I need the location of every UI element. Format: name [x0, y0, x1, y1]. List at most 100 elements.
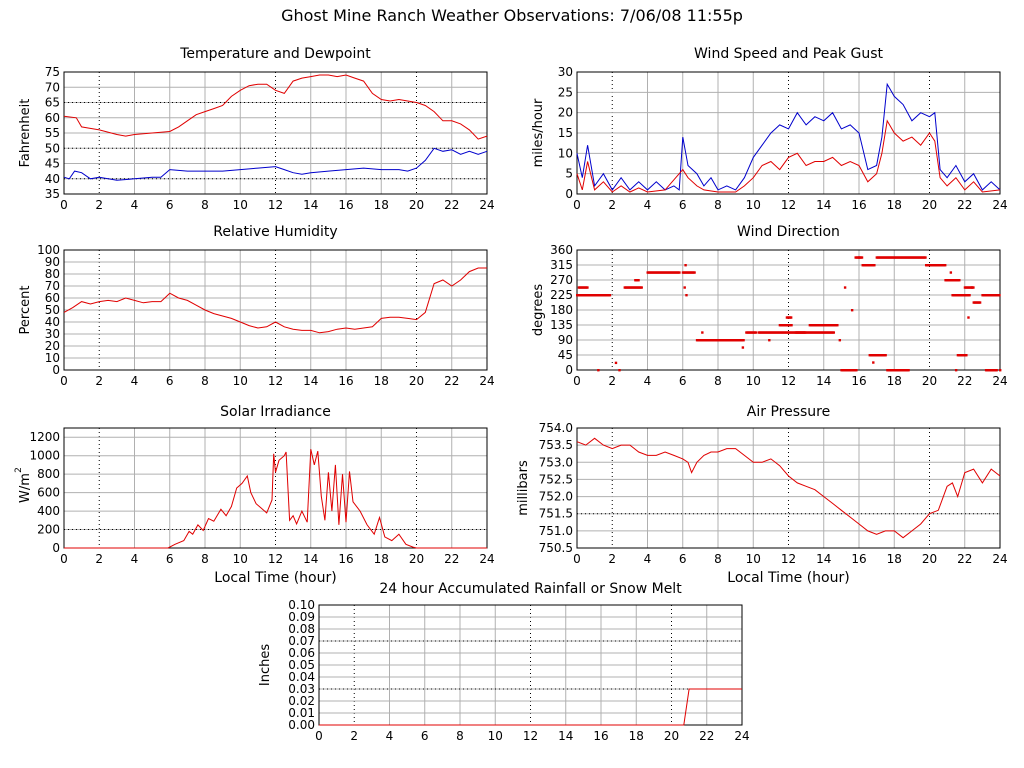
rain-y-tick-label: 0.06 — [288, 646, 315, 660]
press-x-tick-label: 22 — [957, 552, 972, 566]
rh-x-tick-label: 16 — [338, 374, 353, 388]
wind-x-tick-label: 16 — [851, 198, 866, 212]
rain-x-tick-label: 4 — [386, 729, 394, 743]
solar-title: Solar Irradiance — [220, 404, 331, 420]
wdir-point — [693, 271, 696, 274]
wdir-y-tick-label: 180 — [550, 303, 573, 317]
temp-x-tick-label: 4 — [131, 198, 139, 212]
rh-x-tick-label: 18 — [374, 374, 389, 388]
press-x-tick-label: 24 — [992, 552, 1007, 566]
wdir-y-tick-label: 360 — [550, 243, 573, 257]
rain-x-tick-label: 12 — [523, 729, 538, 743]
wind-y-tick-label: 30 — [558, 65, 573, 79]
wdir-point — [701, 331, 704, 334]
temp-x-tick-label: 14 — [303, 198, 318, 212]
solar-y-tick-label: 600 — [37, 486, 60, 500]
wind-x-tick-label: 6 — [679, 198, 687, 212]
wind-x-tick-label: 22 — [957, 198, 972, 212]
temp-title: Temperature and Dewpoint — [179, 46, 371, 62]
rh-x-tick-label: 8 — [201, 374, 209, 388]
wdir-x-tick-label: 10 — [746, 374, 761, 388]
wdir-point — [949, 271, 953, 274]
rain-y-tick-label: 0.04 — [288, 670, 315, 684]
wind-x-tick-label: 10 — [746, 198, 761, 212]
wdir-x-tick-label: 24 — [992, 374, 1007, 388]
wind-plot-frame — [576, 71, 1001, 195]
rh-y-tick-label: 0 — [52, 363, 60, 377]
temp-y-tick-label: 65 — [45, 96, 60, 110]
temp-y-tick-label: 40 — [45, 172, 60, 186]
wdir-point — [958, 279, 961, 282]
rh-y-tick-label: 10 — [45, 351, 60, 365]
wdir-point — [924, 256, 927, 259]
wdir-point — [967, 316, 970, 319]
wdir-y-tick-label: 0 — [565, 363, 573, 377]
wind-x-tick-label: 8 — [714, 198, 722, 212]
press-y-tick-label: 754.0 — [539, 421, 573, 435]
rh-y-tick-label: 30 — [45, 327, 60, 341]
wdir-x-tick-label: 22 — [957, 374, 972, 388]
wdir-point — [838, 339, 842, 342]
wdir-point — [972, 286, 975, 289]
wind-x-tick-label: 2 — [608, 198, 616, 212]
wind-y-tick-label: 0 — [565, 187, 573, 201]
wdir-y-tick-label: 45 — [558, 348, 573, 362]
solar-x-tick-label: 2 — [95, 552, 103, 566]
solar-y-axis-label-superscript: 2 — [14, 467, 24, 473]
wind-title: Wind Speed and Peak Gust — [694, 46, 883, 62]
rh-title: Relative Humidity — [213, 224, 337, 240]
rh-x-tick-label: 2 — [95, 374, 103, 388]
wdir-point — [768, 339, 771, 342]
wdir-point — [970, 286, 974, 289]
solar-y-tick-label: 400 — [37, 504, 60, 518]
wdir-point — [843, 286, 847, 289]
wdir-point — [683, 286, 686, 289]
rh-x-tick-label: 24 — [479, 374, 494, 388]
solar-y-tick-label: 800 — [37, 467, 60, 481]
temp-y-tick-label: 55 — [45, 126, 60, 140]
solar-y-axis-label: W/m — [18, 473, 33, 503]
press-y-tick-label: 751.5 — [539, 507, 573, 521]
temp-plot-frame — [63, 71, 488, 195]
solar-series-0-line — [64, 449, 487, 549]
temp-y-tick-label: 70 — [45, 80, 60, 94]
rh-x-tick-label: 22 — [444, 374, 459, 388]
rh-y-tick-label: 100 — [37, 243, 60, 257]
wind-series-0-line — [576, 82, 1001, 191]
solar-x-tick-label: 16 — [338, 552, 353, 566]
page-title: Ghost Mine Ranch Weather Observations: 7… — [281, 6, 743, 25]
solar-x-tick-label: 14 — [303, 552, 318, 566]
temp-series-0-line — [63, 74, 488, 140]
solar-x-tick-label: 20 — [409, 552, 424, 566]
temp-x-tick-label: 12 — [268, 198, 283, 212]
solar-x-tick-label: 8 — [201, 552, 209, 566]
rh-x-tick-label: 6 — [166, 374, 174, 388]
wdir-x-tick-label: 18 — [887, 374, 902, 388]
rain-x-tick-label: 16 — [593, 729, 608, 743]
wdir-point — [742, 339, 745, 342]
press-x-tick-label: 18 — [887, 552, 902, 566]
wdir-point — [850, 309, 854, 312]
solar-x-tick-label: 12 — [268, 552, 283, 566]
wdir-point — [860, 256, 864, 259]
press-y-tick-label: 752.5 — [539, 472, 573, 486]
wdir-x-tick-label: 0 — [573, 374, 581, 388]
rain-y-tick-label: 0.01 — [288, 706, 315, 720]
temp-x-tick-label: 2 — [95, 198, 103, 212]
wind-y-tick-label: 25 — [558, 85, 573, 99]
rain-y-tick-label: 0.02 — [288, 694, 315, 708]
rain-y-tick-label: 0.10 — [288, 598, 315, 612]
wdir-y-axis-label: degrees — [531, 284, 546, 337]
solar-x-tick-label: 24 — [479, 552, 494, 566]
wdir-point — [995, 369, 998, 372]
rain-x-tick-label: 20 — [664, 729, 679, 743]
rain-x-tick-label: 24 — [734, 729, 749, 743]
rh-x-tick-label: 0 — [60, 374, 68, 388]
press-y-tick-label: 752.0 — [539, 490, 573, 504]
wdir-x-tick-label: 16 — [851, 374, 866, 388]
rain-y-tick-label: 0.09 — [288, 610, 315, 624]
rh-y-tick-label: 70 — [45, 279, 60, 293]
